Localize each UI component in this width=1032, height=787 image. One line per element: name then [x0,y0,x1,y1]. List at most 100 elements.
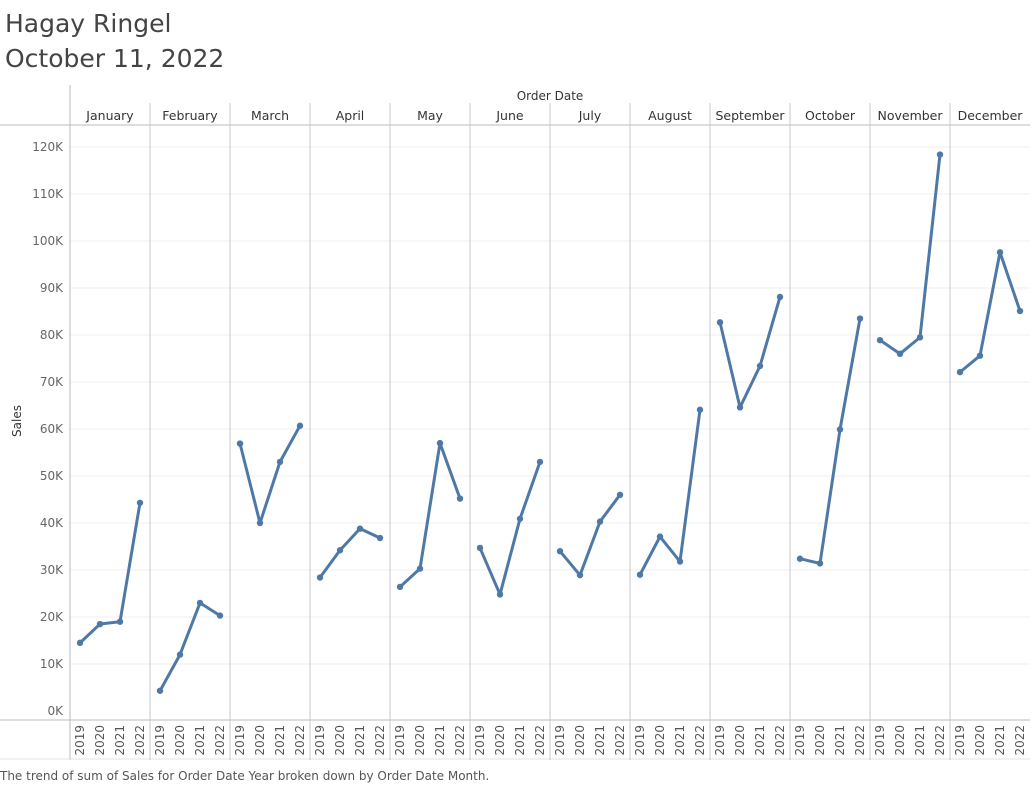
series-line-september [718,295,782,409]
month-label-september: September [715,108,785,123]
year-label: 2022 [293,725,307,756]
y-tick-label: 50K [40,469,64,483]
year-label: 2022 [1013,725,1027,756]
year-label: 2021 [913,725,927,756]
year-label: 2022 [453,725,467,756]
month-label-november: November [877,108,943,123]
year-label: 2021 [753,725,767,756]
year-label: 2022 [533,725,547,756]
data-point-september-2021 [756,362,764,370]
year-label: 2019 [233,725,247,756]
year-label: 2022 [773,725,787,756]
year-label: 2021 [513,725,527,756]
author-name: Hagay Ringel [5,9,172,38]
data-point-june-2020 [496,591,504,598]
data-point-march-2022 [296,422,304,429]
year-label: 2020 [893,725,907,756]
year-label: 2020 [733,725,747,756]
data-point-october-2020 [816,560,824,567]
data-point-may-2020 [416,565,424,572]
year-label: 2022 [373,725,387,756]
data-point-november-2020 [896,350,904,357]
year-label: 2021 [193,725,207,756]
data-point-june-2022 [536,458,544,466]
year-label: 2020 [813,725,827,756]
y-tick-label: 80K [40,328,64,342]
month-label-december: December [958,108,1024,123]
series-line-october [798,317,862,565]
year-label: 2019 [313,725,327,756]
year-label: 2022 [693,725,707,756]
data-point-april-2022 [376,534,384,542]
data-point-march-2020 [256,519,264,527]
data-point-september-2022 [776,293,784,301]
year-label: 2021 [353,725,367,756]
y-tick-label: 110K [32,187,64,201]
y-tick-label: 30K [40,563,64,577]
data-point-april-2021 [356,525,364,532]
month-label-february: February [162,108,218,123]
year-label: 2019 [873,725,887,756]
month-label-march: March [251,108,289,123]
y-axis-ticks: 0K 10K 20K 30K 40K 50K 60K 70K 80K 90K 100K 110K 120… [32,140,64,718]
year-label: 2019 [473,725,487,756]
panel-frame [0,85,1030,760]
year-label: 2022 [613,725,627,756]
data-point-september-2019 [716,319,724,326]
month-label-january: January [85,108,134,123]
series-line-april [318,527,382,580]
data-point-december-2021 [996,249,1004,256]
series-line-july [558,493,622,577]
data-point-december-2019 [956,368,964,376]
year-label: 2019 [73,725,87,756]
data-point-april-2020 [336,547,344,554]
data-point-may-2022 [456,495,464,502]
data-point-november-2021 [916,334,924,341]
data-point-august-2022 [696,406,704,413]
data-point-may-2019 [396,583,404,591]
data-point-december-2022 [1016,307,1024,315]
year-label: 2020 [573,725,587,756]
y-tick-label: 100K [32,234,64,248]
series-line-december [958,250,1022,374]
y-tick-label: 10K [40,657,64,671]
chart-caption: The trend of sum of Sales for Order Date… [0,769,490,783]
year-label: 2019 [553,725,567,756]
data-point-january-2019 [76,639,84,647]
y-tick-label: 20K [40,610,64,624]
y-tick-label: 40K [40,516,64,530]
year-label: 2022 [853,725,867,756]
data-point-february-2021 [196,599,204,607]
year-label: 2020 [253,725,267,756]
data-point-june-2021 [516,515,524,522]
year-label: 2022 [213,725,227,756]
month-label-august: August [648,108,692,123]
data-point-october-2021 [836,426,844,433]
series-line-february [158,601,222,693]
data-point-february-2019 [156,687,164,694]
data-point-march-2021 [276,458,284,466]
y-tick-label: 90K [40,281,64,295]
series-lines [76,151,1024,694]
year-label: 2019 [393,725,407,756]
year-label: 2021 [433,725,447,756]
data-point-march-2019 [236,440,244,447]
data-point-january-2022 [136,499,144,506]
month-headers: January February March April May June July Augu… [85,108,1023,123]
year-label: 2020 [93,725,107,756]
data-point-july-2021 [596,518,604,525]
year-label: 2020 [493,725,507,756]
data-point-september-2020 [736,404,744,411]
month-label-april: April [336,108,365,123]
data-point-january-2020 [96,620,104,628]
data-point-august-2021 [676,558,684,565]
data-point-december-2020 [976,352,984,359]
series-line-may [398,441,462,589]
data-point-february-2020 [176,651,184,658]
data-point-july-2022 [616,491,624,498]
month-label-july: July [578,108,602,123]
year-label: 2021 [113,725,127,756]
year-label: 2019 [793,725,807,756]
year-label: 2019 [153,725,167,756]
